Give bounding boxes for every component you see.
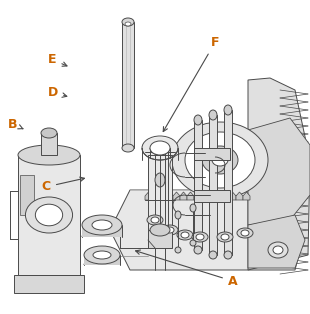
Polygon shape <box>82 225 122 237</box>
Polygon shape <box>215 192 222 200</box>
Polygon shape <box>41 133 57 155</box>
Polygon shape <box>229 192 236 200</box>
Ellipse shape <box>217 232 233 242</box>
Ellipse shape <box>150 141 170 155</box>
Ellipse shape <box>122 144 134 152</box>
Ellipse shape <box>155 144 165 152</box>
Polygon shape <box>148 155 172 230</box>
Ellipse shape <box>185 132 255 188</box>
Polygon shape <box>180 192 187 200</box>
Polygon shape <box>152 192 159 200</box>
Ellipse shape <box>212 154 228 166</box>
Polygon shape <box>248 215 305 268</box>
Ellipse shape <box>92 220 112 230</box>
Ellipse shape <box>125 22 131 26</box>
Polygon shape <box>187 192 194 200</box>
Polygon shape <box>194 148 230 160</box>
Ellipse shape <box>221 234 229 240</box>
Polygon shape <box>166 192 173 200</box>
Ellipse shape <box>166 227 174 233</box>
Polygon shape <box>248 78 310 270</box>
Text: B: B <box>8 117 23 131</box>
Ellipse shape <box>177 230 193 240</box>
Ellipse shape <box>122 18 134 26</box>
Polygon shape <box>224 110 232 255</box>
Ellipse shape <box>172 122 268 198</box>
Ellipse shape <box>93 251 111 259</box>
Ellipse shape <box>196 234 204 240</box>
Polygon shape <box>222 192 229 200</box>
Polygon shape <box>145 192 152 200</box>
Ellipse shape <box>41 128 57 138</box>
Ellipse shape <box>25 197 73 233</box>
Text: A: A <box>135 250 237 288</box>
Polygon shape <box>194 190 230 202</box>
Polygon shape <box>110 190 305 270</box>
Text: E: E <box>48 53 67 66</box>
Ellipse shape <box>194 115 202 125</box>
Ellipse shape <box>273 246 283 254</box>
Ellipse shape <box>18 145 80 165</box>
Text: F: F <box>163 36 219 132</box>
Ellipse shape <box>237 228 253 238</box>
Text: C: C <box>42 177 84 193</box>
Text: D: D <box>48 86 67 99</box>
Ellipse shape <box>150 224 170 236</box>
Ellipse shape <box>209 251 217 259</box>
Ellipse shape <box>147 215 163 225</box>
Polygon shape <box>159 192 166 200</box>
Ellipse shape <box>194 246 202 254</box>
Ellipse shape <box>142 137 178 159</box>
Polygon shape <box>20 175 34 215</box>
Ellipse shape <box>155 173 165 187</box>
Polygon shape <box>194 120 202 250</box>
Polygon shape <box>18 155 80 275</box>
Polygon shape <box>173 192 180 200</box>
Ellipse shape <box>151 217 159 223</box>
Ellipse shape <box>202 146 238 174</box>
Ellipse shape <box>224 251 232 259</box>
Ellipse shape <box>268 242 288 258</box>
Polygon shape <box>122 22 134 148</box>
Ellipse shape <box>175 211 181 219</box>
Ellipse shape <box>190 240 196 246</box>
Ellipse shape <box>84 246 120 264</box>
Polygon shape <box>14 275 84 293</box>
Ellipse shape <box>181 232 189 238</box>
Polygon shape <box>248 118 310 225</box>
Ellipse shape <box>241 230 249 236</box>
Polygon shape <box>208 192 215 200</box>
Polygon shape <box>243 192 250 200</box>
Ellipse shape <box>192 232 208 242</box>
Ellipse shape <box>224 105 232 115</box>
Polygon shape <box>84 255 120 265</box>
Polygon shape <box>236 192 243 200</box>
Ellipse shape <box>209 110 217 120</box>
Polygon shape <box>194 192 201 200</box>
Ellipse shape <box>190 204 196 212</box>
Ellipse shape <box>162 225 178 235</box>
Polygon shape <box>201 192 208 200</box>
Polygon shape <box>209 115 217 255</box>
Ellipse shape <box>82 215 122 235</box>
Polygon shape <box>148 230 172 248</box>
Ellipse shape <box>175 247 181 253</box>
Ellipse shape <box>35 204 63 226</box>
